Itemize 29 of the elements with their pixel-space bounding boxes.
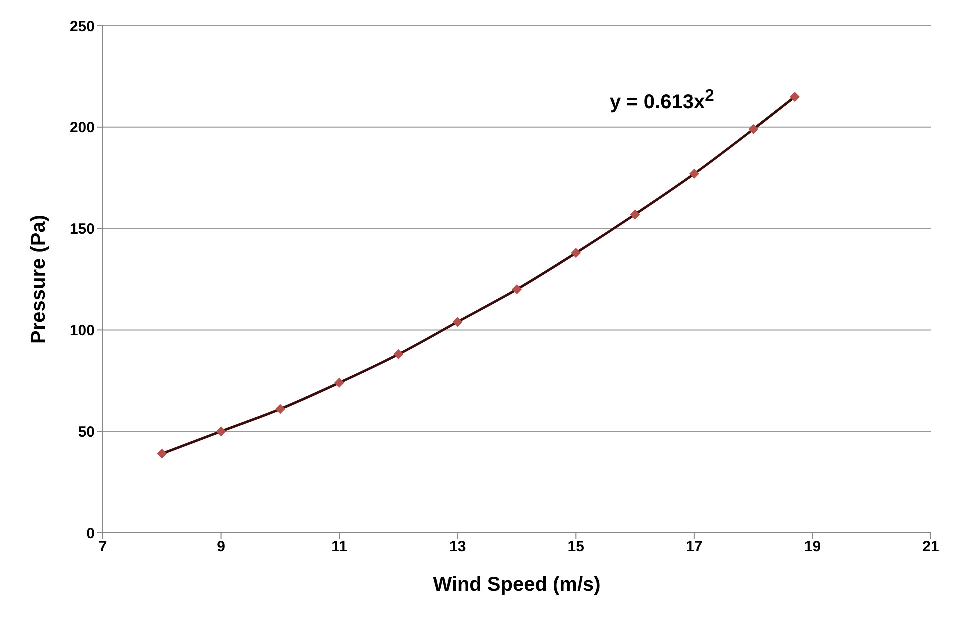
y-tick-label: 250 <box>70 18 95 36</box>
y-tick-label: 50 <box>78 424 95 441</box>
y-tick-label: 0 <box>86 525 95 542</box>
point <box>790 92 800 102</box>
point <box>748 124 759 134</box>
x-tick-label: 17 <box>686 538 703 556</box>
x-axis-title: Wind Speed (m/s) <box>433 574 601 596</box>
point <box>275 404 286 414</box>
point <box>689 169 700 180</box>
x-tick-label: 13 <box>450 538 466 556</box>
y-tick-label: 200 <box>70 120 95 137</box>
x-tick-label: 15 <box>568 538 584 556</box>
annotation: y = 0.613x$^{2}$ <box>610 86 714 115</box>
point <box>157 448 168 459</box>
point <box>394 350 404 360</box>
y-tick-label: 100 <box>70 322 95 340</box>
point <box>452 317 463 328</box>
y-tick-label: 150 <box>70 221 95 238</box>
x-tick-label: 7 <box>98 538 108 556</box>
point <box>216 426 226 437</box>
point <box>512 284 522 295</box>
x-tick-label: 21 <box>922 538 940 556</box>
point <box>571 248 582 258</box>
x-tick-label: 19 <box>804 538 822 556</box>
point <box>334 378 345 388</box>
x-tick-label: 9 <box>217 538 226 556</box>
x-tick-label: 11 <box>332 538 348 556</box>
y-axis-title: Pressure (Pa) <box>28 215 50 344</box>
point <box>630 210 640 220</box>
